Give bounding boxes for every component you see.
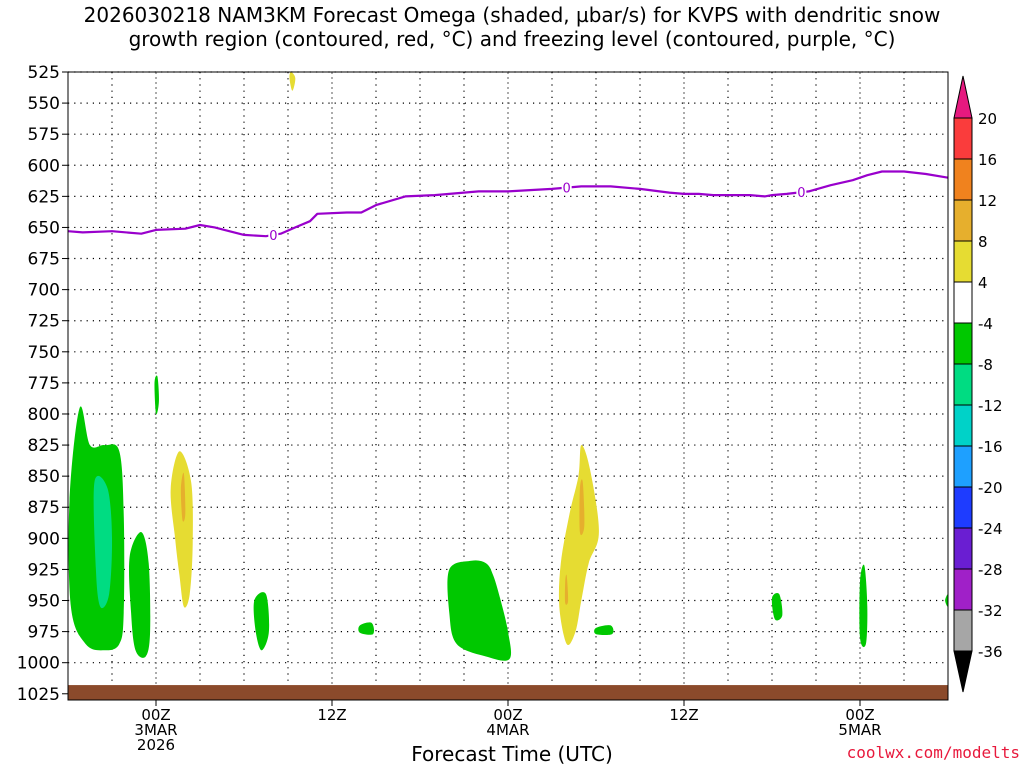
y-tick-label: 900 (28, 529, 60, 549)
x-tick-label: 12Z (317, 706, 346, 724)
colorbar-swatch (953, 117, 973, 160)
omega-region (93, 475, 113, 609)
y-tick-label: 675 (28, 250, 60, 270)
colorbar-swatch (953, 609, 973, 652)
colorbar-label: 12 (978, 192, 997, 210)
y-tick-label: 625 (28, 187, 60, 207)
colorbar-swatch (953, 527, 973, 570)
colorbar-label: -32 (978, 602, 1003, 620)
omega-region (170, 451, 193, 608)
colorbar: 20 16 12 8 4 -4 -8 -12 -16 -20 -24 -28 -32 -36 (953, 75, 1003, 693)
y-tick-label: 950 (28, 592, 60, 612)
y-tick-label: 725 (28, 312, 60, 332)
omega-region (859, 564, 868, 648)
freezing-level-contour: 0 0 0 (67, 170, 949, 244)
colorbar-bottom-arrow (953, 650, 973, 693)
y-tick-label: 1025 (17, 685, 60, 705)
colorbar-swatch (953, 568, 973, 611)
colorbar-label: 8 (978, 233, 988, 251)
colorbar-label: -16 (978, 438, 1003, 456)
x-axis-title: Forecast Time (UTC) (411, 742, 613, 766)
colorbar-label: 16 (978, 151, 997, 169)
y-tick-label: 575 (28, 125, 60, 145)
colorbar-label: -36 (978, 643, 1003, 661)
x-tick-label: 00Z (141, 706, 170, 724)
colorbar-label: 4 (978, 274, 988, 292)
chart-title-line-1: 2026030218 NAM3KM Forecast Omega (shaded… (83, 3, 941, 27)
colorbar-label: -8 (978, 356, 993, 374)
freezing-contour-label: 0 (797, 186, 805, 201)
omega-region (253, 592, 270, 651)
omega-region (594, 625, 614, 636)
omega-shading (68, 72, 949, 661)
y-tick-label: 1000 (17, 654, 60, 674)
x-tick-label: 3MAR (134, 721, 177, 739)
y-tick-label: 600 (28, 156, 60, 176)
colorbar-label: -28 (978, 561, 1003, 579)
y-tick-label: 775 (28, 374, 60, 394)
colorbar-top-arrow (953, 75, 973, 119)
colorbar-swatch (953, 445, 973, 488)
y-axis: 525 550 575 600 625 650 675 700 725 750 775 800 825 8… (17, 63, 68, 705)
colorbar-swatch (953, 322, 973, 365)
omega-region (180, 472, 186, 522)
ground-layer (68, 685, 948, 700)
y-tick-label: 875 (28, 498, 60, 518)
y-tick-label: 700 (28, 281, 60, 301)
colorbar-swatch (953, 158, 973, 201)
colorbar-swatch (953, 240, 973, 283)
footer-url[interactable]: coolwx.com/modelts (846, 743, 1020, 762)
y-tick-label: 550 (28, 94, 60, 114)
colorbar-swatch (953, 199, 973, 242)
omega-region (447, 560, 512, 661)
x-tick-label: 5MAR (838, 721, 881, 739)
colorbar-label: 20 (978, 110, 997, 128)
plot-area (68, 72, 948, 700)
y-tick-label: 800 (28, 405, 60, 425)
colorbar-swatch (953, 486, 973, 529)
x-tick-label: 00Z (845, 706, 874, 724)
omega-region (579, 479, 585, 536)
y-tick-label: 525 (28, 63, 60, 83)
colorbar-label: -12 (978, 397, 1003, 415)
contour-label-bg (796, 184, 807, 200)
omega-region (771, 593, 783, 621)
x-tick-label: 4MAR (486, 721, 529, 739)
x-tick-label: 00Z (493, 706, 522, 724)
ground-terrain (68, 685, 948, 700)
chart-title-line-2: growth region (contoured, red, °C) and f… (128, 27, 896, 51)
y-tick-label: 925 (28, 560, 60, 580)
omega-region (358, 622, 375, 635)
y-tick-label: 825 (28, 436, 60, 456)
colorbar-label: -4 (978, 315, 993, 333)
y-tick-label: 975 (28, 623, 60, 643)
y-tick-label: 750 (28, 343, 60, 363)
omega-region (289, 72, 296, 91)
colorbar-swatch (953, 404, 973, 447)
colorbar-label: -20 (978, 479, 1003, 497)
contour-label-bg (561, 179, 572, 195)
omega-region (558, 445, 599, 646)
omega-region (128, 532, 151, 658)
y-tick-label: 850 (28, 467, 60, 487)
omega-region (154, 375, 159, 415)
colorbar-swatch (953, 363, 973, 406)
omega-region (564, 574, 569, 605)
x-tick-label: 12Z (669, 706, 698, 724)
freezing-contour-label: 0 (563, 182, 571, 197)
colorbar-swatch (953, 281, 973, 324)
y-tick-label: 650 (28, 218, 60, 238)
contour-label-bg (268, 226, 279, 242)
x-tick-label: 2026 (137, 736, 175, 754)
colorbar-label: -24 (978, 520, 1003, 538)
freezing-contour-label: 0 (269, 229, 277, 244)
